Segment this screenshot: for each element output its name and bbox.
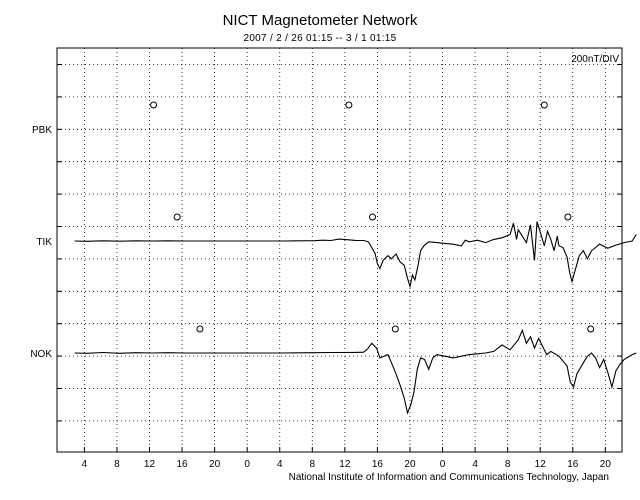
x-tick-label: 16 (567, 459, 579, 470)
grid (57, 48, 622, 452)
station-pbk: PBK (32, 101, 548, 136)
x-tick-label: 16 (372, 459, 384, 470)
station-label: TIK (36, 237, 52, 248)
midnight-marker (587, 325, 595, 333)
station-label: PBK (32, 125, 52, 136)
x-tick-label: 12 (144, 459, 156, 470)
x-tick-label: 4 (82, 459, 88, 470)
chart-title: NICT Magnetometer Network (222, 12, 418, 29)
x-tick-label: 20 (209, 459, 221, 470)
x-tick-label: 8 (505, 459, 511, 470)
midnight-marker (196, 325, 204, 333)
x-tick-label: 12 (535, 459, 547, 470)
credit-text: National Institute of Information and Co… (288, 472, 609, 483)
trace-line (74, 221, 637, 289)
plot-frame (56, 47, 623, 453)
station-nok: NOK (30, 325, 637, 415)
x-tick-label: 4 (472, 459, 478, 470)
trace-line (74, 328, 637, 415)
x-tick-label: 12 (339, 459, 351, 470)
midnight-marker (150, 101, 158, 109)
x-tick-label: 16 (176, 459, 188, 470)
x-tick-label: 8 (310, 459, 316, 470)
x-tick-label: 20 (404, 459, 416, 470)
midnight-marker (391, 325, 399, 333)
x-tick-label: 4 (277, 459, 283, 470)
stations: PBK TIK NOK (30, 101, 637, 415)
station-tik: TIK (36, 213, 637, 289)
midnight-marker (540, 101, 548, 109)
x-tick-label: 8 (114, 459, 120, 470)
x-tick-label: 20 (600, 459, 612, 470)
midnight-marker (564, 213, 572, 221)
midnight-marker (369, 213, 377, 221)
scale-note: 200nT/DIV (571, 54, 619, 65)
x-tick-label: 0 (244, 459, 250, 470)
midnight-marker (345, 101, 353, 109)
chart-subtitle: 2007 / 2 / 26 01:15 -- 3 / 1 01:15 (243, 33, 397, 44)
midnight-marker (173, 213, 181, 221)
x-ticks: 4 8 12 16 20 0 4 8 12 16 20 0 4 8 12 16 20 (82, 447, 612, 470)
station-label: NOK (30, 349, 52, 360)
x-tick-label: 0 (440, 459, 446, 470)
